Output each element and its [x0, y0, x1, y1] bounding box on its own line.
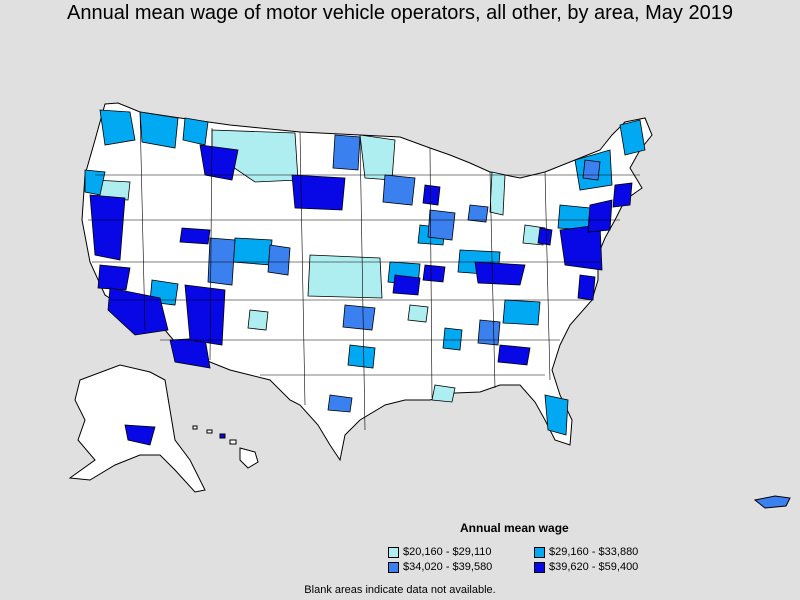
- legend-item: $39,620 - $59,400: [534, 561, 638, 573]
- areas-class-3: [207, 134, 601, 413]
- legend-title: Annual mean wage: [460, 521, 569, 535]
- legend-label: $29,160 - $33,880: [549, 546, 639, 558]
- legend-item: $34,020 - $39,580: [388, 561, 492, 573]
- legend-swatch: [388, 546, 399, 558]
- legend-swatch: [534, 561, 545, 573]
- legend-swatch: [388, 561, 399, 573]
- legend-label: $34,020 - $39,580: [403, 561, 493, 573]
- hawaii: [192, 425, 259, 469]
- puerto-rico: [753, 495, 791, 509]
- area-boundaries: [88, 111, 640, 431]
- data-availability-note: Blank areas indicate data not available.: [304, 584, 496, 596]
- legend-item: $20,160 - $29,110: [388, 546, 491, 558]
- legend-swatch: [534, 546, 545, 558]
- legend-label: $20,160 - $29,110: [403, 546, 492, 558]
- map-title: Annual mean wage of motor vehicle operat…: [67, 2, 733, 24]
- areas-class-4: [89, 144, 633, 446]
- legend-label: $39,620 - $59,400: [549, 561, 639, 573]
- legend-item: $29,160 - $33,880: [534, 546, 638, 558]
